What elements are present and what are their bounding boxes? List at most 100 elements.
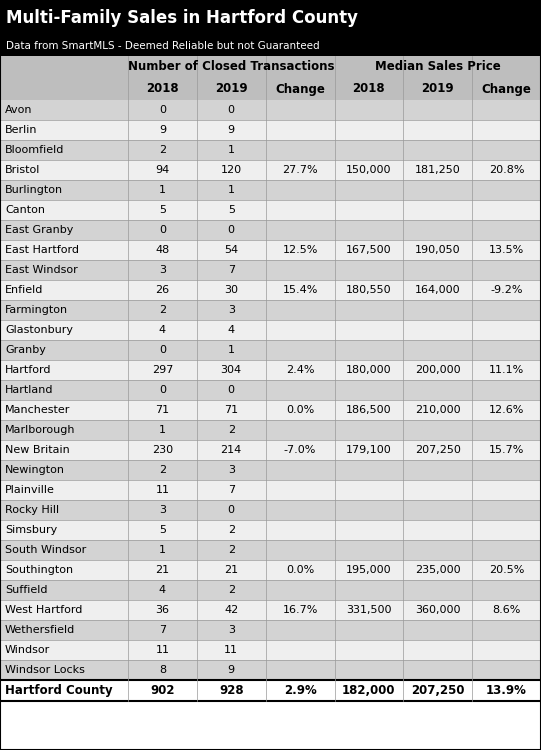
Bar [0, 78, 541, 100]
Text: 2: 2 [228, 425, 235, 435]
Text: 4: 4 [228, 325, 235, 335]
Text: 0.0%: 0.0% [286, 405, 314, 415]
Text: 2: 2 [159, 465, 166, 475]
Bar [0, 200, 541, 220]
Text: 902: 902 [150, 684, 175, 697]
Text: Windsor: Windsor [5, 645, 50, 655]
Text: 2: 2 [228, 545, 235, 555]
Text: 9: 9 [159, 125, 166, 135]
Text: Granby: Granby [5, 345, 46, 355]
Bar [0, 56, 541, 78]
Text: Enfield: Enfield [5, 285, 43, 295]
Text: 928: 928 [219, 684, 243, 697]
Text: Berlin: Berlin [5, 125, 37, 135]
Text: 0.0%: 0.0% [286, 565, 314, 575]
Text: 4: 4 [159, 585, 166, 595]
Text: 207,250: 207,250 [415, 445, 461, 455]
Text: 42: 42 [224, 605, 239, 615]
Text: 16.7%: 16.7% [282, 605, 318, 615]
Text: 207,250: 207,250 [411, 684, 465, 697]
Text: 7: 7 [159, 625, 166, 635]
Text: 3: 3 [228, 465, 235, 475]
Text: 0: 0 [159, 385, 166, 395]
Text: 195,000: 195,000 [346, 565, 392, 575]
Text: East Granby: East Granby [5, 225, 74, 235]
Text: 179,100: 179,100 [346, 445, 392, 455]
Text: East Hartford: East Hartford [5, 245, 79, 255]
Text: 0: 0 [228, 105, 235, 115]
Text: East Windsor: East Windsor [5, 265, 78, 275]
Text: 3: 3 [228, 305, 235, 315]
Text: 54: 54 [224, 245, 239, 255]
Text: 0: 0 [228, 225, 235, 235]
Bar [0, 220, 541, 240]
Text: 180,000: 180,000 [346, 365, 392, 375]
Text: Southington: Southington [5, 565, 73, 575]
Bar [0, 400, 541, 420]
Text: 2: 2 [159, 145, 166, 155]
Text: Simsbury: Simsbury [5, 525, 57, 535]
Text: 13.9%: 13.9% [486, 684, 527, 697]
Bar [0, 340, 541, 360]
Bar [0, 560, 541, 580]
Text: 304: 304 [221, 365, 242, 375]
Text: Hartford: Hartford [5, 365, 51, 375]
Bar [0, 280, 541, 300]
Text: Plainville: Plainville [5, 485, 55, 495]
Text: 186,500: 186,500 [346, 405, 392, 415]
Bar [0, 360, 541, 380]
Text: New Britain: New Britain [5, 445, 70, 455]
Text: Change: Change [481, 82, 531, 95]
Text: 2018: 2018 [353, 82, 385, 95]
Bar [0, 380, 541, 400]
Text: 182,000: 182,000 [342, 684, 395, 697]
Text: 27.7%: 27.7% [282, 165, 318, 175]
Text: Number of Closed Transactions: Number of Closed Transactions [128, 61, 334, 74]
Text: 48: 48 [155, 245, 169, 255]
Text: 2: 2 [159, 305, 166, 315]
Text: 5: 5 [228, 205, 235, 215]
Text: 360,000: 360,000 [415, 605, 460, 615]
Text: Avon: Avon [5, 105, 32, 115]
Bar [0, 460, 541, 480]
Text: Windsor Locks: Windsor Locks [5, 665, 85, 675]
Text: 11: 11 [225, 645, 238, 655]
Text: Bloomfield: Bloomfield [5, 145, 64, 155]
Text: 12.5%: 12.5% [282, 245, 318, 255]
Text: 13.5%: 13.5% [489, 245, 524, 255]
Text: Hartland: Hartland [5, 385, 54, 395]
Text: Hartford County: Hartford County [5, 684, 113, 697]
Text: 12.6%: 12.6% [489, 405, 524, 415]
Text: 26: 26 [155, 285, 169, 295]
Text: 1: 1 [228, 345, 235, 355]
Bar [0, 240, 541, 260]
Text: Newington: Newington [5, 465, 65, 475]
Text: 21: 21 [155, 565, 169, 575]
Text: 15.4%: 15.4% [282, 285, 318, 295]
Text: 180,550: 180,550 [346, 285, 392, 295]
Text: 1: 1 [159, 185, 166, 195]
Bar [0, 160, 541, 180]
Text: 36: 36 [155, 605, 169, 615]
Bar [0, 580, 541, 600]
Text: 1: 1 [228, 145, 235, 155]
Text: 181,250: 181,250 [415, 165, 460, 175]
Bar [0, 600, 541, 620]
Text: 2: 2 [228, 585, 235, 595]
Bar [0, 680, 541, 701]
Text: 11: 11 [155, 645, 169, 655]
Text: Wethersfield: Wethersfield [5, 625, 75, 635]
Text: 2018: 2018 [146, 82, 179, 95]
Text: 20.5%: 20.5% [489, 565, 524, 575]
Bar [0, 120, 541, 140]
Text: 3: 3 [159, 505, 166, 515]
Bar [0, 640, 541, 660]
Text: Change: Change [275, 82, 325, 95]
Text: Canton: Canton [5, 205, 45, 215]
Bar [0, 260, 541, 280]
Text: 167,500: 167,500 [346, 245, 392, 255]
Bar [0, 520, 541, 540]
Text: 120: 120 [221, 165, 242, 175]
Text: Burlington: Burlington [5, 185, 63, 195]
Text: 5: 5 [159, 525, 166, 535]
